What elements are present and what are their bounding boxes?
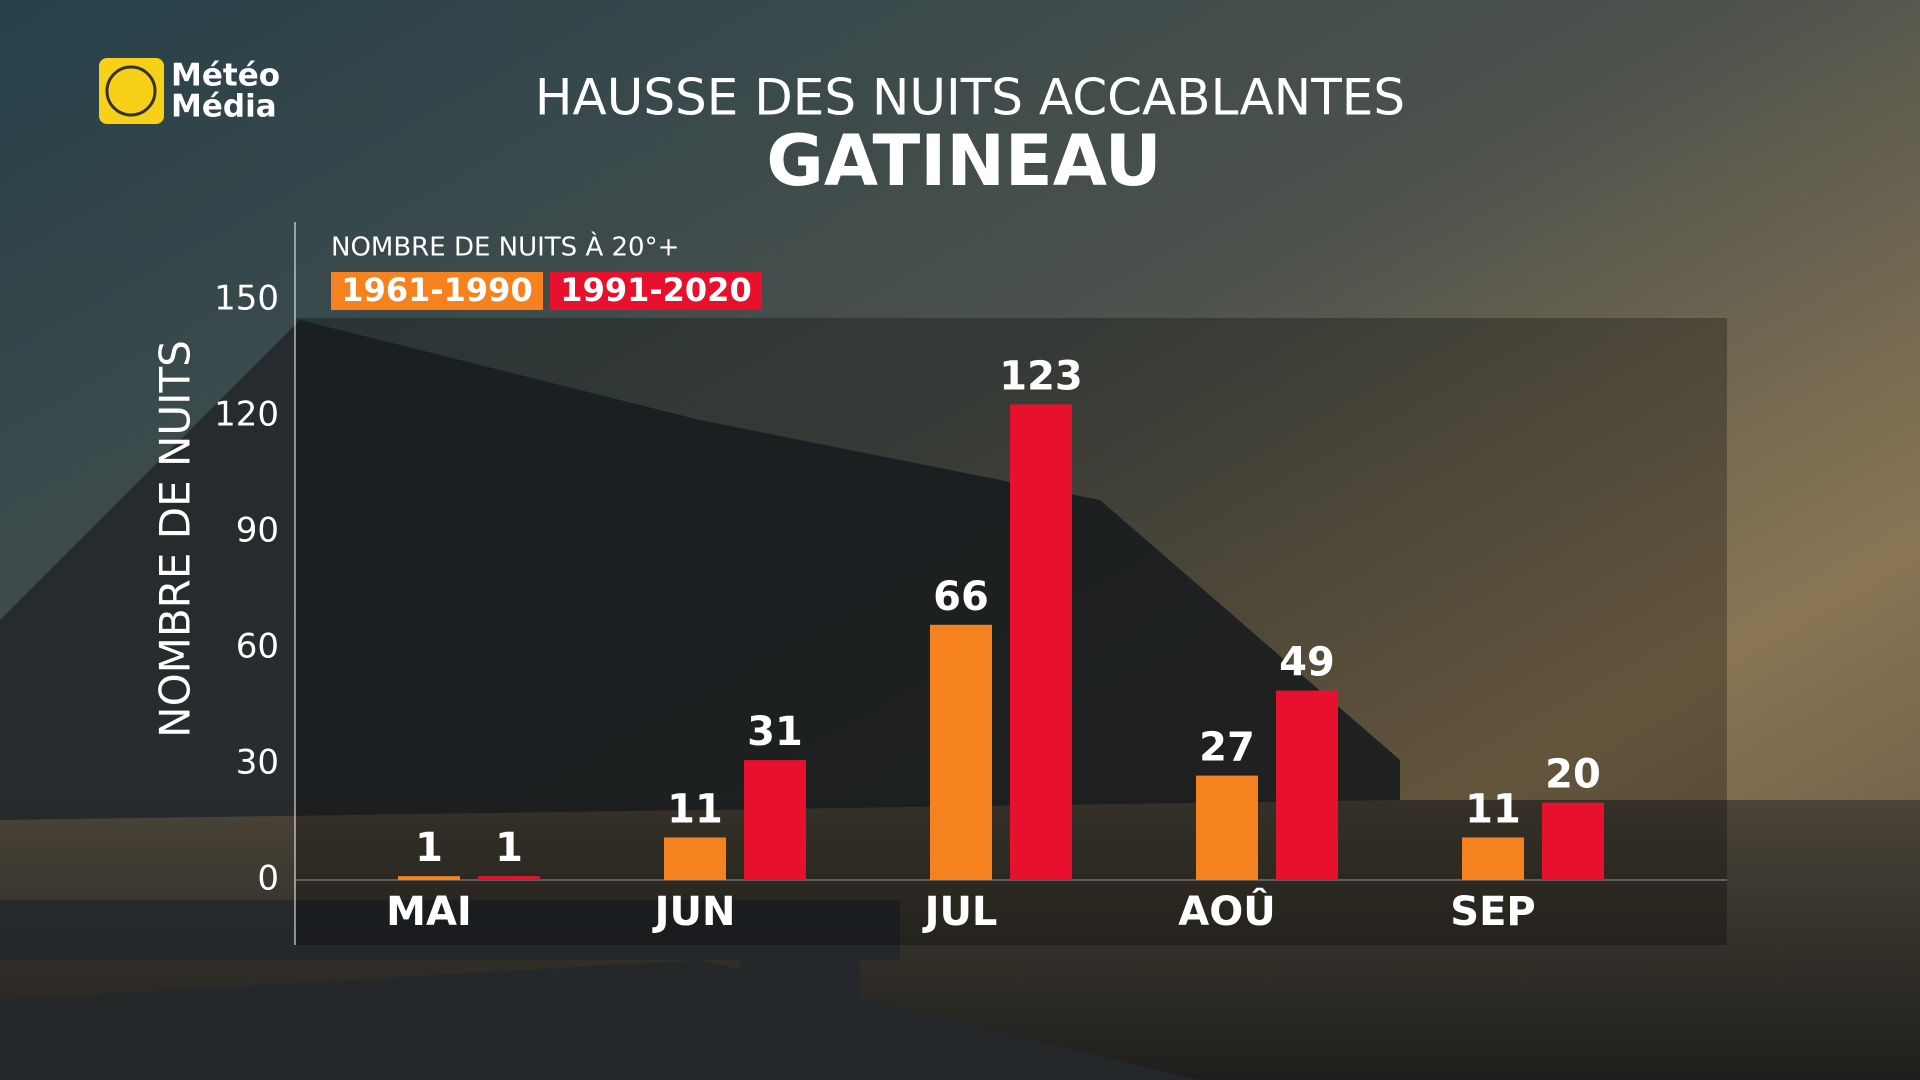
y-tick-label: 120 <box>214 395 279 435</box>
y-tick-label: 150 <box>214 279 279 319</box>
bar <box>398 876 460 880</box>
bar <box>478 876 540 880</box>
legend-title: NOMBRE DE NUITS À 20°+ <box>331 231 679 263</box>
x-tick-label: JUN <box>652 889 736 935</box>
chart-subtitle: GATINEAU <box>766 120 1161 202</box>
bar <box>744 760 806 880</box>
data-label: 27 <box>1199 725 1255 771</box>
x-tick-label: MAI <box>386 889 472 935</box>
y-tick-label: 0 <box>257 859 279 899</box>
data-label: 11 <box>1465 786 1521 832</box>
logo-text: Météo <box>171 58 280 94</box>
data-label: 123 <box>999 353 1083 399</box>
data-label: 31 <box>747 709 803 755</box>
x-tick-label: SEP <box>1450 889 1535 935</box>
bar <box>1462 837 1524 880</box>
legend-label: 1991-2020 <box>560 271 751 309</box>
data-label: 1 <box>495 825 523 871</box>
bar <box>1276 690 1338 880</box>
data-label: 20 <box>1545 752 1601 798</box>
data-label: 11 <box>667 786 723 832</box>
bar <box>1542 802 1604 880</box>
bar <box>1196 775 1258 880</box>
bar <box>664 837 726 880</box>
y-tick-label: 90 <box>236 511 279 551</box>
x-tick-label: JUL <box>922 889 998 935</box>
logo-globe <box>105 65 157 117</box>
legend-label: 1961-1990 <box>341 271 532 309</box>
logo-text: Média <box>171 89 277 125</box>
bar <box>930 624 992 880</box>
x-tick-label: AOÛ <box>1178 887 1275 935</box>
legend-swatch <box>331 272 543 310</box>
y-axis-label: NOMBRE DE NUITS <box>151 340 200 738</box>
y-tick-label: 60 <box>236 627 279 667</box>
y-tick-label: 30 <box>236 743 279 783</box>
chart-title: HAUSSE DES NUITS ACCABLANTES <box>535 69 1405 127</box>
data-label: 66 <box>933 574 989 620</box>
legend-swatch <box>550 272 762 310</box>
bar <box>1010 404 1072 880</box>
data-label: 1 <box>415 825 443 871</box>
data-label: 49 <box>1279 640 1335 686</box>
